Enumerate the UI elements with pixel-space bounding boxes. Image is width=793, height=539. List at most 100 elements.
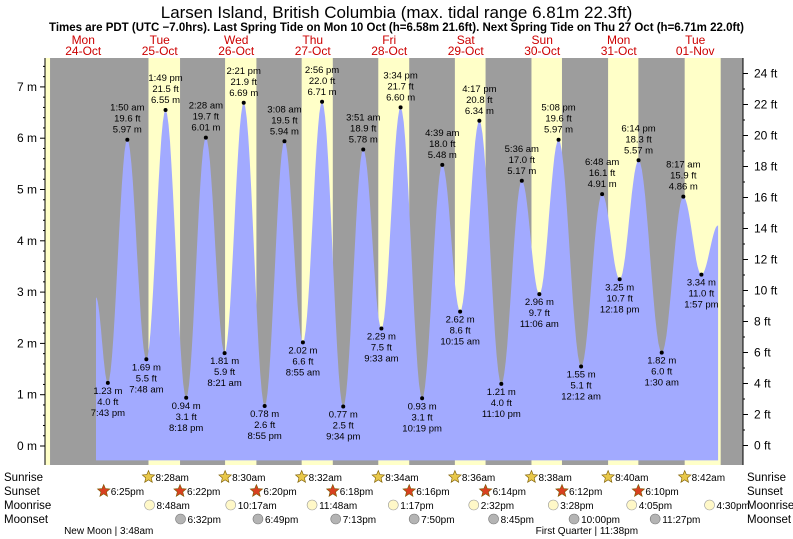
y-tick-label-m: 4 m [17, 234, 37, 248]
tide-point [556, 137, 561, 142]
tide-label: 11:10 pm [482, 409, 521, 420]
tide-label: 18.3 ft [625, 134, 652, 145]
tide-label: 5.57 m [624, 145, 653, 156]
tide-label: 6:48 am [585, 157, 619, 168]
sunrise-star-icon [218, 469, 233, 483]
tide-label: 4.0 ft [97, 397, 118, 408]
tide-point [282, 139, 287, 144]
tide-label: 8:18 pm [169, 423, 203, 434]
tide-label: 19.5 ft [271, 115, 298, 126]
tide-label: 19.6 ft [545, 114, 572, 125]
tide-label: 2.96 m [525, 297, 554, 308]
sunrise-star-icon [524, 469, 539, 483]
y-tick-label-ft: 4 ft [754, 377, 771, 391]
tide-label: 6.55 m [151, 95, 180, 106]
tide-point [636, 158, 641, 163]
sunrise-time: 8:28am [155, 473, 188, 484]
tide-point [144, 357, 149, 362]
sunset-star-icon [96, 483, 111, 497]
tide-label: 1:57 pm [684, 300, 718, 311]
tide-point [579, 364, 584, 369]
tide-point [499, 381, 504, 386]
tide-label: 5.1 ft [571, 380, 592, 391]
tide-label: 6.34 m [465, 106, 494, 117]
moonrise-time: 11:48am [319, 501, 357, 512]
tide-curve [96, 101, 719, 461]
moonset-time: 6:49pm [265, 515, 298, 526]
row-label-left: Moonset [4, 514, 49, 526]
tide-label: 8:55 pm [247, 431, 281, 442]
sunset-star-icon [555, 483, 569, 497]
moonrise-time: 1:17pm [400, 501, 433, 512]
y-tick-label-ft: 22 ft [754, 98, 778, 112]
tide-point [262, 403, 267, 408]
tide-label: 2:56 pm [305, 65, 339, 76]
day-name-label: Thu [302, 33, 323, 47]
moonset-time: 10:00pm [581, 515, 620, 526]
moonset-moon-icon [649, 513, 661, 525]
tide-label: 5.5 ft [136, 373, 157, 384]
moonrise-time: 3:28pm [560, 501, 593, 512]
sunrise-star-icon [677, 469, 692, 483]
tide-point [241, 100, 246, 105]
sunset-time: 6:25pm [111, 487, 144, 498]
tide-label: 2:28 am [189, 101, 223, 112]
tide-point [681, 194, 686, 199]
tide-label: 7:43 pm [91, 408, 125, 419]
tide-label: 5.9 ft [214, 367, 235, 378]
tide-label: 10:15 am [440, 337, 480, 348]
tide-label: 8.6 ft [450, 326, 471, 337]
tide-point [699, 272, 704, 277]
moonrise-time: 10:17am [238, 501, 277, 512]
y-tick-label-ft: 6 ft [754, 346, 771, 360]
tide-label: 12:18 pm [600, 304, 640, 315]
day-date-label: 24-Oct [65, 44, 102, 58]
sunrise-time: 8:42am [692, 473, 725, 484]
y-tick-label-ft: 0 ft [754, 439, 771, 453]
tide-label: 8:17 am [666, 160, 700, 171]
tide-label: 6.60 m [386, 92, 415, 103]
row-label-right: Moonset [747, 514, 792, 526]
row-label-left: Moonrise [4, 500, 51, 512]
sunrise-time: 8:40am [615, 473, 648, 484]
tide-label: 7:48 am [129, 384, 163, 395]
tide-label: 20.8 ft [466, 95, 493, 106]
tide-point [617, 277, 622, 282]
tide-label: 1.82 m [647, 356, 676, 367]
moonset-moon-icon [488, 513, 499, 525]
sunset-time: 6:10pm [645, 487, 678, 498]
tide-label: 3:08 am [267, 104, 301, 115]
y-tick-label-ft: 20 ft [754, 129, 778, 143]
tide-label: 2.5 ft [333, 420, 354, 431]
tide-label: 0.94 m [172, 401, 201, 412]
tide-point [420, 396, 425, 401]
row-label-right: Moonrise [747, 500, 793, 512]
y-tick-label-m: 0 m [17, 439, 37, 453]
sunset-time: 6:16pm [416, 487, 449, 498]
moonset-time: 11:27pm [662, 515, 700, 526]
tide-point [105, 380, 110, 385]
y-tick-label-ft: 2 ft [754, 408, 771, 422]
tide-point [341, 404, 346, 409]
sunset-star-icon [249, 483, 264, 497]
tide-label: 18.9 ft [350, 123, 377, 134]
chart-title: Larsen Island, British Columbia (max. ti… [161, 3, 633, 22]
day-name-label: Mon [72, 33, 95, 47]
tide-point [659, 350, 664, 355]
tide-point [222, 351, 227, 356]
tide-label: 1.81 m [210, 356, 239, 367]
daylight-band [45, 58, 51, 465]
tide-label: 21.7 ft [387, 81, 414, 92]
moonset-time: 6:32pm [188, 515, 221, 526]
day-date-label: 29-Oct [448, 44, 485, 58]
day-date-label: 31-Oct [601, 44, 638, 58]
tide-label: 1.21 m [487, 387, 516, 398]
y-tick-label-ft: 18 ft [754, 160, 778, 174]
day-name-label: Sat [457, 33, 476, 47]
tide-label: 4.86 m [669, 182, 698, 193]
tide-point [184, 395, 189, 400]
sunrise-star-icon [294, 469, 309, 483]
tide-label: 2.02 m [288, 345, 317, 356]
tide-label: 17.0 ft [509, 155, 536, 166]
